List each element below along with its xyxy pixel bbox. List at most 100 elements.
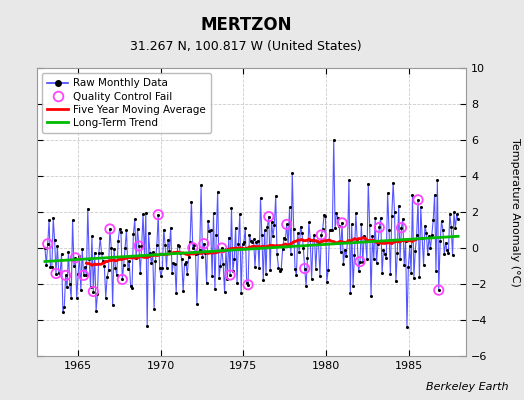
Point xyxy=(110,245,118,252)
Point xyxy=(184,254,193,260)
Point xyxy=(209,210,217,216)
Point xyxy=(82,272,91,278)
Point xyxy=(70,263,78,269)
Point xyxy=(256,195,265,201)
Point xyxy=(157,273,165,280)
Point xyxy=(252,239,260,246)
Point xyxy=(71,255,80,261)
Point xyxy=(434,287,443,293)
Point xyxy=(217,245,226,251)
Point xyxy=(244,282,252,288)
Point xyxy=(320,212,328,218)
Point xyxy=(358,259,367,265)
Point xyxy=(397,224,406,231)
Point xyxy=(201,250,210,256)
Point xyxy=(67,295,75,301)
Point xyxy=(48,264,56,271)
Point xyxy=(78,246,86,252)
Point xyxy=(354,268,363,275)
Point xyxy=(289,226,298,233)
Point xyxy=(328,227,336,233)
Point xyxy=(238,241,247,248)
Point xyxy=(100,263,108,269)
Point xyxy=(274,264,282,271)
Point xyxy=(291,266,299,272)
Point xyxy=(453,211,461,218)
Point xyxy=(395,202,403,209)
Point xyxy=(310,232,319,238)
Point xyxy=(306,236,314,243)
Point xyxy=(430,192,439,198)
Point xyxy=(118,276,126,283)
Point xyxy=(410,274,418,281)
Point xyxy=(228,268,237,274)
Point xyxy=(450,209,458,216)
Point xyxy=(239,239,248,246)
Point xyxy=(346,290,355,296)
Point xyxy=(212,232,221,238)
Point xyxy=(50,237,59,243)
Point xyxy=(140,253,149,260)
Point xyxy=(426,245,434,252)
Point xyxy=(161,242,169,248)
Point xyxy=(313,238,321,244)
Point xyxy=(314,240,323,246)
Point xyxy=(338,220,346,226)
Point xyxy=(69,217,77,224)
Point xyxy=(233,280,241,286)
Point xyxy=(295,249,303,255)
Point xyxy=(419,262,428,268)
Y-axis label: Temperature Anomaly (°C): Temperature Anomaly (°C) xyxy=(510,138,520,286)
Point xyxy=(80,272,88,278)
Point xyxy=(61,272,70,279)
Point xyxy=(41,245,49,251)
Point xyxy=(178,256,186,263)
Point xyxy=(380,250,389,257)
Legend: Raw Monthly Data, Quality Control Fail, Five Year Moving Average, Long-Term Tren: Raw Monthly Data, Quality Control Fail, … xyxy=(42,73,211,133)
Point xyxy=(54,270,63,276)
Point xyxy=(59,309,67,315)
Point xyxy=(72,295,81,301)
Point xyxy=(148,249,157,256)
Point xyxy=(401,238,410,244)
Point xyxy=(266,267,275,273)
Point xyxy=(341,246,349,253)
Point xyxy=(232,225,240,231)
Point xyxy=(52,270,60,277)
Point xyxy=(152,242,161,248)
Point xyxy=(106,226,114,232)
Point xyxy=(425,233,433,239)
Point xyxy=(115,226,124,232)
Point xyxy=(362,238,370,244)
Point xyxy=(88,233,96,240)
Point xyxy=(352,210,360,216)
Point xyxy=(267,218,276,225)
Point xyxy=(236,211,244,218)
Point xyxy=(287,250,295,257)
Point xyxy=(128,285,136,292)
Point xyxy=(271,193,280,200)
Point xyxy=(298,230,306,236)
Point xyxy=(223,276,232,282)
Point xyxy=(384,190,392,196)
Point xyxy=(444,250,453,256)
Point xyxy=(45,217,53,223)
Point xyxy=(224,234,233,241)
Point xyxy=(325,227,334,234)
Point xyxy=(89,288,97,295)
Point xyxy=(278,246,287,252)
Point xyxy=(171,261,179,267)
Point xyxy=(42,262,50,268)
Point xyxy=(323,278,331,285)
Point xyxy=(156,265,164,272)
Point xyxy=(334,215,342,221)
Point xyxy=(237,290,245,296)
Point xyxy=(163,237,172,243)
Point xyxy=(200,240,208,247)
Point xyxy=(378,270,386,276)
Point xyxy=(226,272,234,278)
Point xyxy=(122,227,130,233)
Point xyxy=(438,218,446,225)
Point xyxy=(43,241,52,247)
Point xyxy=(258,232,266,239)
